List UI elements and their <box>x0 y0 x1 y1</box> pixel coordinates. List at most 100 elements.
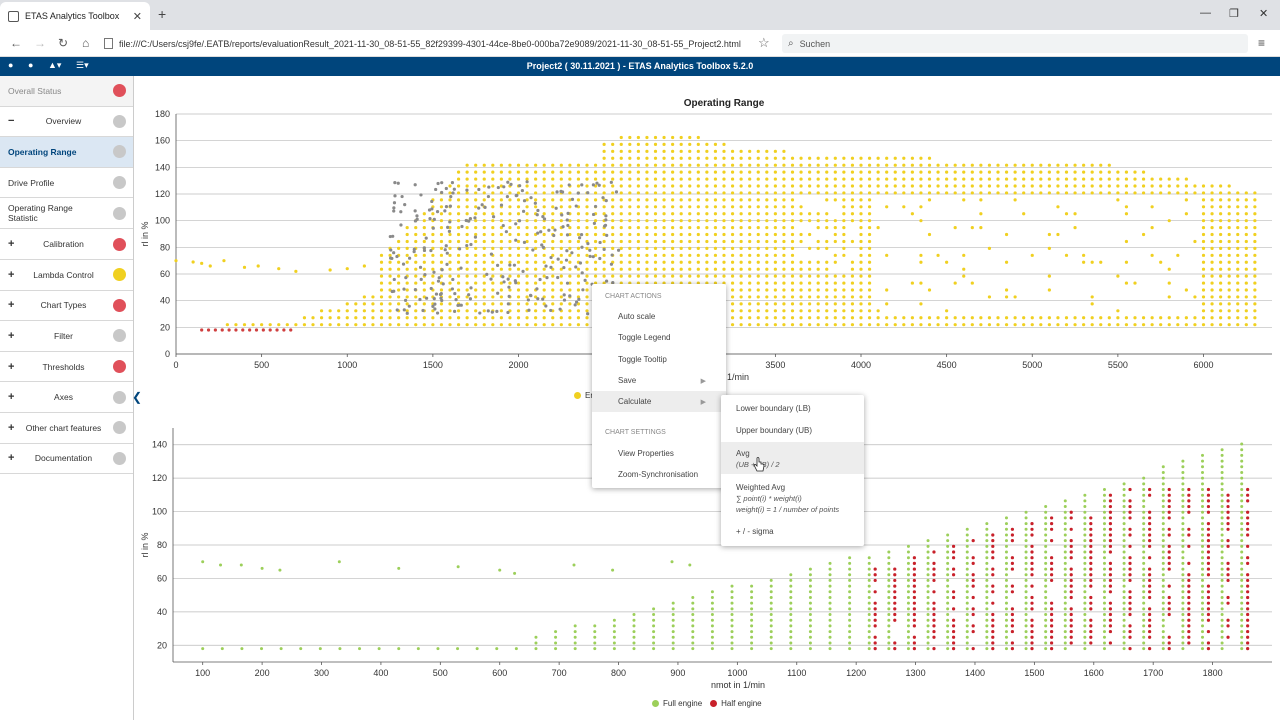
submenu-weighted-avg[interactable]: Weighted Avg ∑ point(i) * weight(i) weig… <box>721 483 864 514</box>
forward-arrow-icon[interactable]: → <box>34 36 46 50</box>
back-arrow-icon[interactable]: ← <box>10 36 22 50</box>
minimize-button[interactable]: — <box>1200 7 1211 19</box>
data-point <box>985 556 989 560</box>
sidebar-item[interactable]: + Calibration <box>0 229 133 260</box>
sidebar-item[interactable]: + Chart Types <box>0 291 133 322</box>
data-point <box>1064 323 1069 327</box>
sidebar-item[interactable]: + Axes <box>0 382 133 413</box>
data-point <box>467 293 471 297</box>
y-tick-label: 80 <box>157 540 167 550</box>
data-point <box>1102 590 1106 594</box>
expand-icon[interactable]: + <box>8 238 15 251</box>
new-tab-button[interactable]: + <box>158 6 167 22</box>
status-dot-icon <box>113 145 126 159</box>
data-point <box>1073 163 1077 167</box>
menu-item-toggle-tooltip[interactable]: Toggle Tooltip <box>618 355 667 364</box>
data-point <box>906 630 910 634</box>
data-point <box>1201 288 1206 292</box>
data-point <box>474 288 478 292</box>
expand-icon[interactable]: + <box>8 360 15 373</box>
data-point <box>859 246 863 250</box>
sidebar-item[interactable]: + Lambda Control <box>0 260 133 291</box>
data-point <box>604 218 608 222</box>
data-point <box>508 281 512 285</box>
expand-icon[interactable]: + <box>8 421 15 434</box>
sidebar-item[interactable]: − Overview <box>0 107 133 138</box>
data-point <box>482 219 486 223</box>
menu-item-save[interactable]: Save ▶ <box>618 376 706 385</box>
data-point <box>1226 544 1230 548</box>
data-point <box>542 253 546 257</box>
submenu-avg[interactable]: Avg (UB + LB) / 2 <box>721 442 864 474</box>
restore-button[interactable]: ❐ <box>1229 8 1239 20</box>
chart1-legend[interactable]: Er <box>566 391 593 400</box>
data-point <box>1206 647 1211 651</box>
data-point <box>985 578 989 582</box>
submenu-sigma[interactable]: + / - sigma <box>736 527 774 536</box>
info-icon[interactable]: ● <box>8 60 14 70</box>
data-point <box>1122 510 1126 514</box>
data-point <box>808 212 812 216</box>
tab-close-icon[interactable]: ✕ <box>132 10 142 23</box>
data-point <box>1187 561 1191 565</box>
sidebar-item[interactable]: + Other chart features <box>0 413 133 444</box>
data-point <box>710 641 714 645</box>
collapse-icon[interactable]: − <box>8 115 15 128</box>
data-point <box>833 253 837 257</box>
data-point <box>436 181 440 186</box>
data-point <box>1161 647 1165 651</box>
submenu-upper-boundary[interactable]: Upper boundary (UB) <box>736 426 813 435</box>
data-point <box>628 142 632 146</box>
sidebar-collapse-icon[interactable]: ❮ <box>132 390 143 404</box>
help-icon[interactable]: ● <box>28 60 34 70</box>
chart2-legend[interactable]: Full engine Half engine <box>644 699 762 708</box>
data-point <box>628 184 632 188</box>
menu-item-zoom-sync[interactable]: Zoom-Synchronisation <box>618 470 699 479</box>
data-point <box>1082 184 1086 188</box>
address-bar[interactable]: file:///C:/Users/csj9fe/.EATB/reports/ev… <box>104 34 774 53</box>
data-point <box>688 212 692 216</box>
menu-item-auto-scale[interactable]: Auto scale <box>618 312 656 321</box>
data-point <box>662 205 666 209</box>
sidebar-item[interactable]: + Filter <box>0 321 133 352</box>
sidebar-item[interactable]: + Thresholds <box>0 352 133 383</box>
expand-icon[interactable]: + <box>8 329 15 342</box>
data-point <box>491 274 495 278</box>
menu-item-calculate[interactable]: Calculate ▶ <box>592 391 726 412</box>
sidebar-item[interactable]: + Documentation <box>0 444 133 475</box>
data-point <box>991 647 995 651</box>
data-point <box>1200 601 1204 605</box>
sidebar-item[interactable]: Overall Status <box>0 76 133 107</box>
list-menu-icon[interactable]: ☰▾ <box>76 60 89 70</box>
data-point <box>1083 607 1087 611</box>
data-point <box>965 624 969 628</box>
data-point <box>1044 590 1048 594</box>
data-point <box>576 226 581 230</box>
data-point <box>508 253 512 257</box>
data-point <box>1240 488 1244 492</box>
menu-item-toggle-legend[interactable]: Toggle Legend <box>618 333 671 342</box>
data-point <box>1083 641 1087 645</box>
data-point <box>1142 601 1146 605</box>
submenu-lower-boundary[interactable]: Lower boundary (LB) <box>736 404 811 413</box>
sidebar-item[interactable]: Operating Range <box>0 137 133 168</box>
search-box[interactable]: ⌕ Suchen <box>782 34 1248 53</box>
home-icon[interactable]: ⌂ <box>82 36 90 50</box>
hamburger-menu-icon[interactable]: ≡ <box>1258 36 1266 50</box>
expand-icon[interactable]: + <box>8 299 15 312</box>
data-point <box>1082 177 1086 181</box>
menu-item-view-properties[interactable]: View Properties <box>618 449 674 458</box>
data-point <box>1220 510 1224 514</box>
user-menu-icon[interactable]: ▲▾ <box>48 60 62 70</box>
close-window-button[interactable]: ✕ <box>1259 8 1269 20</box>
data-point <box>465 191 469 195</box>
browser-tab[interactable]: ETAS Analytics Toolbox ✕ <box>0 2 150 30</box>
sidebar-item[interactable]: Drive Profile <box>0 168 133 199</box>
expand-icon[interactable]: + <box>8 452 15 465</box>
data-point <box>1219 253 1223 257</box>
bookmark-star-icon[interactable]: ☆ <box>758 35 770 50</box>
expand-icon[interactable]: + <box>8 268 15 281</box>
sidebar-item[interactable]: Operating Range Statistic <box>0 198 133 230</box>
reload-icon[interactable]: ↻ <box>58 36 69 50</box>
expand-icon[interactable]: + <box>8 391 15 404</box>
